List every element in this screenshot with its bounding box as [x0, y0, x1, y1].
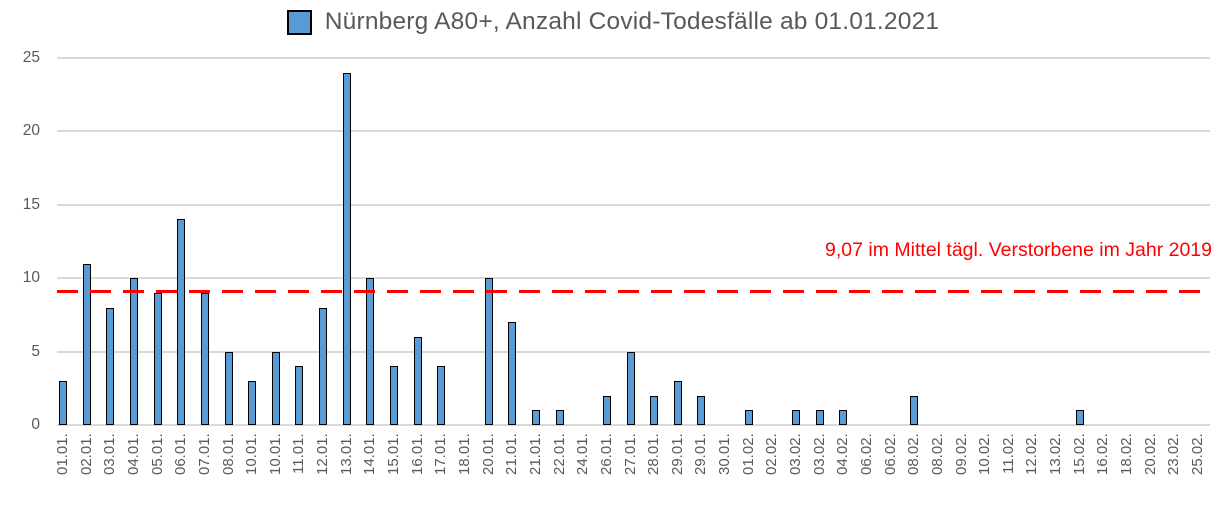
- x-axis-tick-label: 14.01.: [361, 433, 378, 475]
- x-axis-tick-label: 20.01.: [480, 433, 497, 475]
- x-axis-tick-label: 06.02.: [882, 433, 899, 475]
- chart-header: Nürnberg A80+, Anzahl Covid-Todesfälle a…: [0, 2, 1226, 42]
- x-axis-tick-label: 08.02.: [905, 433, 922, 475]
- bar: [532, 410, 540, 425]
- bar: [366, 278, 374, 425]
- x-axis-tick-label: 12.01.: [314, 433, 331, 475]
- bar: [910, 396, 918, 425]
- x-axis-tick-label: 20.02.: [1142, 433, 1159, 475]
- bar: [201, 293, 209, 425]
- x-axis-tick-label: 12.02.: [1023, 433, 1040, 475]
- bar: [248, 381, 256, 425]
- x-axis-tick-label: 23.02.: [1165, 433, 1182, 475]
- bar: [674, 381, 682, 425]
- bar: [225, 352, 233, 425]
- bar: [508, 322, 516, 425]
- y-axis-tick-label: 10: [22, 269, 40, 287]
- gridline: [57, 130, 1210, 133]
- x-axis-tick-label: 16.02.: [1094, 433, 1111, 475]
- x-axis-tick-label: 10.01.: [267, 433, 284, 475]
- x-axis-tick-label: 09.02.: [953, 433, 970, 475]
- y-axis-tick-label: 0: [31, 416, 40, 433]
- x-axis-tick-label: 22.01.: [551, 433, 568, 475]
- bar: [130, 278, 138, 425]
- x-axis-tick-label: 25.02.: [1189, 433, 1206, 475]
- gridline: [57, 424, 1210, 426]
- x-axis-tick-label: 26.01.: [598, 433, 615, 475]
- gridline: [57, 203, 1210, 206]
- bar: [177, 219, 185, 425]
- x-axis-tick-label: 21.01.: [503, 433, 520, 475]
- x-axis-tick-label: 17.01.: [432, 433, 449, 475]
- bar: [816, 410, 824, 425]
- x-axis-tick-label: 13.01.: [338, 433, 355, 475]
- x-axis-tick-label: 10.02.: [976, 433, 993, 475]
- bar: [437, 366, 445, 425]
- bar: [343, 73, 351, 425]
- x-axis-tick-label: 05.01.: [149, 433, 166, 475]
- x-axis-tick-label: 11.01.: [290, 433, 307, 474]
- y-axis-tick-label: 15: [22, 195, 40, 213]
- bar: [650, 396, 658, 425]
- chart-title: Nürnberg A80+, Anzahl Covid-Todesfälle a…: [324, 8, 940, 35]
- x-axis-tick-label: 10.01.: [243, 433, 260, 475]
- x-axis-tick-label: 03.01.: [101, 433, 118, 475]
- bar: [485, 278, 493, 425]
- bar: [1076, 410, 1084, 425]
- x-axis-tick-label: 18.01.: [456, 433, 473, 475]
- gridline: [57, 277, 1210, 280]
- x-axis-tick-label: 16.01.: [409, 433, 426, 475]
- bar: [603, 396, 611, 425]
- x-axis-tick-label: 15.02.: [1071, 433, 1088, 475]
- bar: [390, 366, 398, 425]
- x-axis-tick-label: 02.02.: [763, 433, 780, 475]
- bar: [83, 264, 91, 425]
- x-axis-tick-label: 04.02.: [834, 433, 851, 475]
- bar: [272, 352, 280, 425]
- bar: [556, 410, 564, 425]
- gridline: [57, 57, 1210, 59]
- mean-annotation-label: 9,07 im Mittel tägl. Verstorbene im Jahr…: [825, 239, 1212, 261]
- x-axis-tick-label: 02.01.: [78, 433, 95, 475]
- x-axis-tick-label: 27.01.: [622, 433, 639, 475]
- bar: [154, 293, 162, 425]
- x-axis-tick-label: 08.02.: [929, 433, 946, 475]
- y-axis-tick-label: 20: [22, 122, 40, 140]
- x-axis-tick-label: 06.02.: [858, 433, 875, 475]
- bar: [697, 396, 705, 425]
- mean-reference-line: [57, 290, 1210, 293]
- bar: [295, 366, 303, 425]
- x-axis-tick-label: 01.01.: [54, 433, 71, 475]
- x-axis-tick-label: 06.01.: [172, 433, 189, 475]
- x-axis-tick-label: 11.02.: [1000, 433, 1017, 474]
- x-axis-tick-label: 03.02.: [811, 433, 828, 475]
- x-axis-tick-label: 29.01.: [692, 433, 709, 475]
- bar: [839, 410, 847, 425]
- legend-square-icon: [286, 9, 312, 35]
- bar: [792, 410, 800, 425]
- x-axis-tick-label: 08.01.: [220, 433, 237, 475]
- x-axis-tick-label: 24.01.: [574, 433, 591, 475]
- x-axis-tick-label: 13.02.: [1047, 433, 1064, 475]
- x-axis-tick-label: 01.02.: [740, 433, 757, 475]
- y-axis-tick-label: 5: [31, 342, 40, 360]
- y-axis-tick-label: 25: [22, 49, 40, 66]
- x-axis-tick-label: 29.01.: [669, 433, 686, 475]
- x-axis-tick-label: 28.01.: [645, 433, 662, 475]
- bar: [319, 308, 327, 425]
- gridline: [57, 350, 1210, 353]
- bar: [745, 410, 753, 425]
- x-axis-tick-label: 30.01.: [716, 433, 733, 475]
- x-axis-tick-label: 07.01.: [196, 433, 213, 475]
- x-axis-tick-label: 21.01.: [527, 433, 544, 475]
- bar: [106, 308, 114, 425]
- bar: [59, 381, 67, 425]
- x-axis-tick-label: 03.02.: [787, 433, 804, 475]
- x-axis-tick-label: 15.01.: [385, 433, 402, 475]
- bar: [627, 352, 635, 425]
- x-axis-tick-label: 04.01.: [125, 433, 142, 475]
- bar: [414, 337, 422, 425]
- x-axis-tick-label: 18.02.: [1118, 433, 1135, 475]
